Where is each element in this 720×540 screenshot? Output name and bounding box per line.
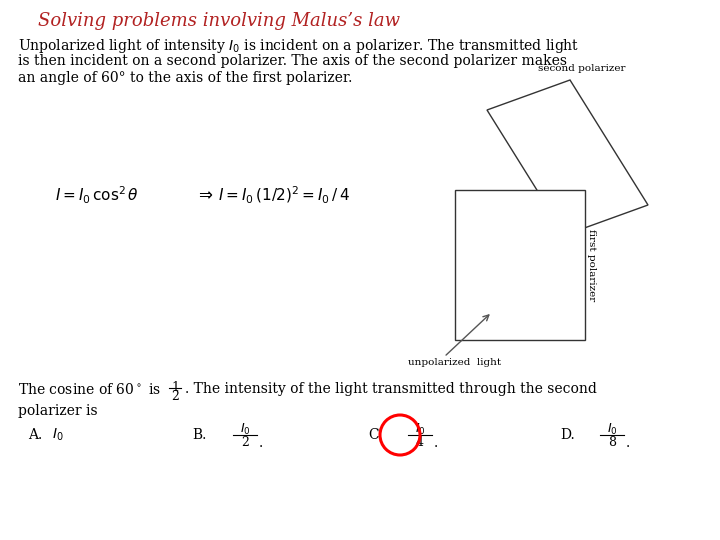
Text: $I_0$: $I_0$ <box>607 421 617 436</box>
Text: .: . <box>626 436 630 450</box>
Text: an angle of 60° to the axis of the first polarizer.: an angle of 60° to the axis of the first… <box>18 71 352 85</box>
Text: $I = I_0\,(1/2)^2 = I_0\,/\,4$: $I = I_0\,(1/2)^2 = I_0\,/\,4$ <box>218 185 350 206</box>
Text: 1: 1 <box>171 381 179 394</box>
Text: .: . <box>259 436 264 450</box>
Text: $I_0$: $I_0$ <box>52 427 63 443</box>
Bar <box>455 190 585 340</box>
Text: Solving problems involving Malus’s law: Solving problems involving Malus’s law <box>38 12 400 30</box>
Text: $I = I_0\,\cos^2\theta$: $I = I_0\,\cos^2\theta$ <box>55 184 139 206</box>
Text: $I_0$: $I_0$ <box>240 421 251 436</box>
Text: .: . <box>434 436 438 450</box>
Text: . The intensity of the light transmitted through the second: . The intensity of the light transmitted… <box>185 382 597 396</box>
Text: first polarizer: first polarizer <box>587 229 596 301</box>
Text: 4: 4 <box>416 436 424 449</box>
Text: $\Rightarrow$: $\Rightarrow$ <box>195 186 213 204</box>
Text: C.: C. <box>368 428 382 442</box>
Text: The cosine of 60$^\circ$ is: The cosine of 60$^\circ$ is <box>18 382 161 397</box>
Text: Unpolarized light of intensity $I_0$ is incident on a polarizer. The transmitted: Unpolarized light of intensity $I_0$ is … <box>18 37 579 55</box>
Text: 8: 8 <box>608 436 616 449</box>
Text: 2: 2 <box>171 390 179 403</box>
Text: B.: B. <box>192 428 207 442</box>
Polygon shape <box>487 80 648 235</box>
Text: 2: 2 <box>241 436 249 449</box>
Text: D.: D. <box>560 428 575 442</box>
Text: $I_0$: $I_0$ <box>415 421 426 436</box>
Text: A.: A. <box>28 428 42 442</box>
Text: is then incident on a second polarizer. The axis of the second polarizer makes: is then incident on a second polarizer. … <box>18 54 567 68</box>
Text: unpolarized  light: unpolarized light <box>408 358 502 367</box>
Text: polarizer is: polarizer is <box>18 404 98 418</box>
Text: second polarizer: second polarizer <box>538 64 626 73</box>
